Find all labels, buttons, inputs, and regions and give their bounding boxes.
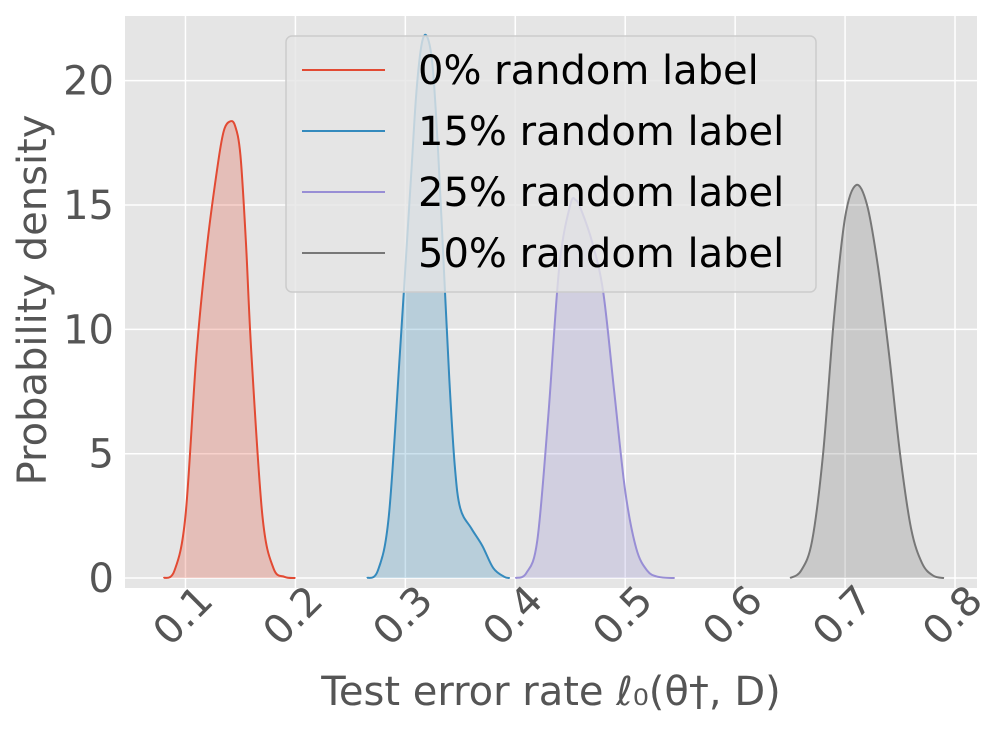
legend-label-50pct: 50% random label [418,231,784,277]
density-line-50pct [789,183,945,580]
legend: 0% random label 15% random label 25% rando… [285,35,817,293]
density-area-25pct [515,198,675,579]
x-tick-label: 0.3 [364,577,442,655]
density-area-15pct [366,34,510,579]
x-tick-labels: 0.1 0.2 0.3 0.4 0.5 0.6 0.7 0.8 [145,577,992,655]
density-area-50pct [790,184,945,579]
x-tick-label: 0.1 [145,577,223,655]
legend-label-15pct: 15% random label [418,109,784,155]
y-tick-labels: 0 5 10 15 20 [63,59,114,602]
x-tick-label: 0.4 [474,577,552,655]
x-tick-label: 0.5 [584,577,662,655]
legend-box [285,35,817,293]
density-line-0pct [162,120,296,580]
density-areas [163,34,945,579]
legend-entries: 0% random label 15% random label 25% rando… [302,48,784,277]
x-tick-label: 0.8 [914,577,992,655]
legend-label-25pct: 25% random label [418,170,784,216]
legend-label-0pct: 0% random label [418,48,759,94]
x-tick-label: 0.7 [804,577,882,655]
x-tick-label: 0.2 [255,577,333,655]
y-tick-label: 0 [89,556,114,602]
y-tick-label: 5 [89,432,114,478]
y-tick-label: 10 [63,307,114,353]
x-tick-label: 0.6 [694,577,772,655]
y-tick-label: 20 [63,59,114,105]
y-axis-label: Probability density [10,115,56,486]
x-axis-label: Test error rate ℓ₀(θ†, D) [320,669,780,715]
y-tick-label: 15 [63,183,114,229]
density-area-0pct [163,121,296,579]
